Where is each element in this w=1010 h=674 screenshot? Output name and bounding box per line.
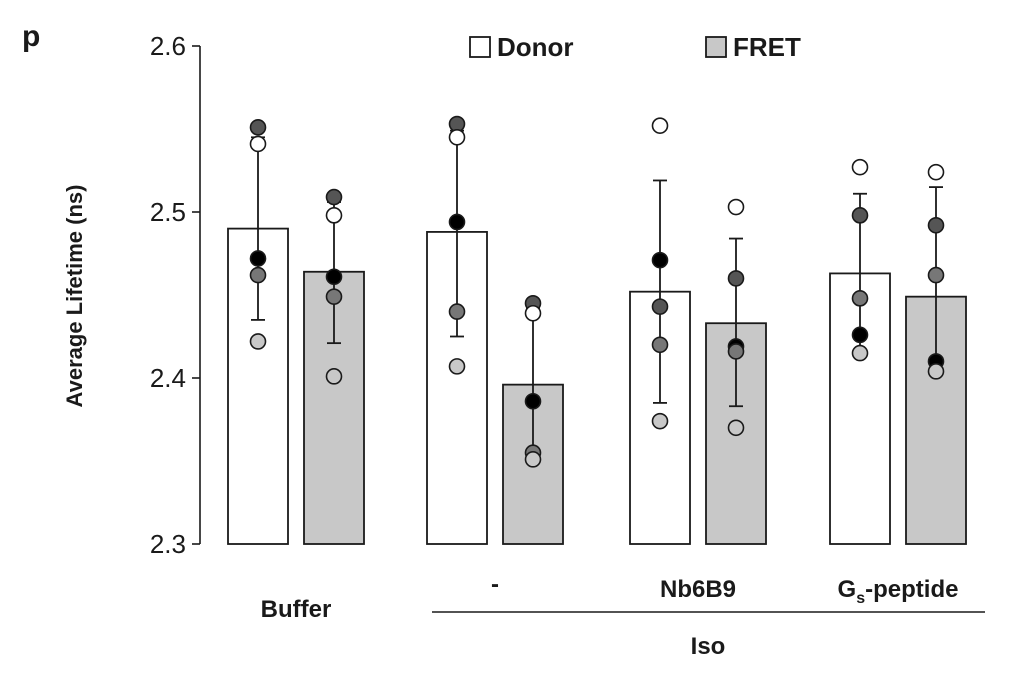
y-axis-label: Average Lifetime (ns) bbox=[62, 185, 87, 408]
category-label: Nb6B9 bbox=[660, 576, 736, 603]
data-point bbox=[651, 298, 669, 315]
category-label: Buffer bbox=[261, 596, 332, 623]
data-point bbox=[448, 303, 466, 320]
legend: Donor FRET bbox=[469, 32, 801, 62]
y-tick-label: 2.4 bbox=[150, 363, 186, 393]
category-label: Gs-peptide bbox=[838, 576, 959, 607]
data-point bbox=[249, 333, 267, 350]
data-point bbox=[249, 135, 267, 153]
data-point bbox=[927, 163, 945, 181]
legend-label: FRET bbox=[733, 32, 801, 62]
data-point bbox=[325, 188, 343, 206]
data-point bbox=[651, 336, 669, 354]
group-label: Iso bbox=[691, 633, 726, 660]
data-point bbox=[851, 207, 869, 224]
data-point bbox=[851, 290, 869, 307]
data-point bbox=[249, 119, 267, 136]
data-point bbox=[448, 213, 466, 231]
data-point bbox=[325, 207, 343, 224]
panel-label: p bbox=[22, 20, 40, 53]
data-point bbox=[927, 266, 945, 284]
y-tick-label: 2.3 bbox=[150, 529, 186, 559]
data-point bbox=[651, 251, 669, 269]
data-point bbox=[727, 343, 745, 360]
data-point bbox=[851, 158, 869, 176]
legend-swatch bbox=[705, 36, 727, 58]
data-point bbox=[524, 304, 542, 322]
y-axis: 2.3 2.4 2.5 2.6 bbox=[150, 31, 201, 559]
y-tick-label: 2.6 bbox=[150, 31, 186, 61]
data-point bbox=[727, 270, 745, 287]
data-point bbox=[448, 129, 466, 146]
bar-donor bbox=[426, 231, 488, 545]
data-point bbox=[249, 250, 267, 267]
data-point bbox=[325, 268, 343, 286]
data-point bbox=[325, 288, 343, 305]
y-tick-label: 2.5 bbox=[150, 197, 186, 227]
data-point bbox=[448, 358, 466, 375]
legend-swatch bbox=[469, 36, 491, 58]
data-point bbox=[727, 419, 745, 437]
legend-item: Donor bbox=[469, 32, 574, 62]
data-point bbox=[524, 392, 542, 410]
data-point bbox=[249, 266, 267, 284]
data-point bbox=[727, 198, 745, 216]
data-point bbox=[927, 216, 945, 234]
bars bbox=[227, 227, 967, 545]
data-points bbox=[249, 115, 945, 468]
data-point bbox=[851, 344, 869, 362]
data-point bbox=[325, 368, 343, 385]
category-label: - bbox=[491, 571, 499, 598]
data-point bbox=[524, 451, 542, 468]
data-point bbox=[851, 326, 869, 344]
data-point bbox=[651, 412, 669, 430]
legend-item: FRET bbox=[705, 32, 801, 62]
data-point bbox=[927, 363, 945, 380]
x-axis-categories: Buffer - Nb6B9 Gs-peptide Iso bbox=[261, 571, 985, 660]
legend-label: Donor bbox=[497, 32, 574, 62]
data-point bbox=[651, 117, 669, 134]
